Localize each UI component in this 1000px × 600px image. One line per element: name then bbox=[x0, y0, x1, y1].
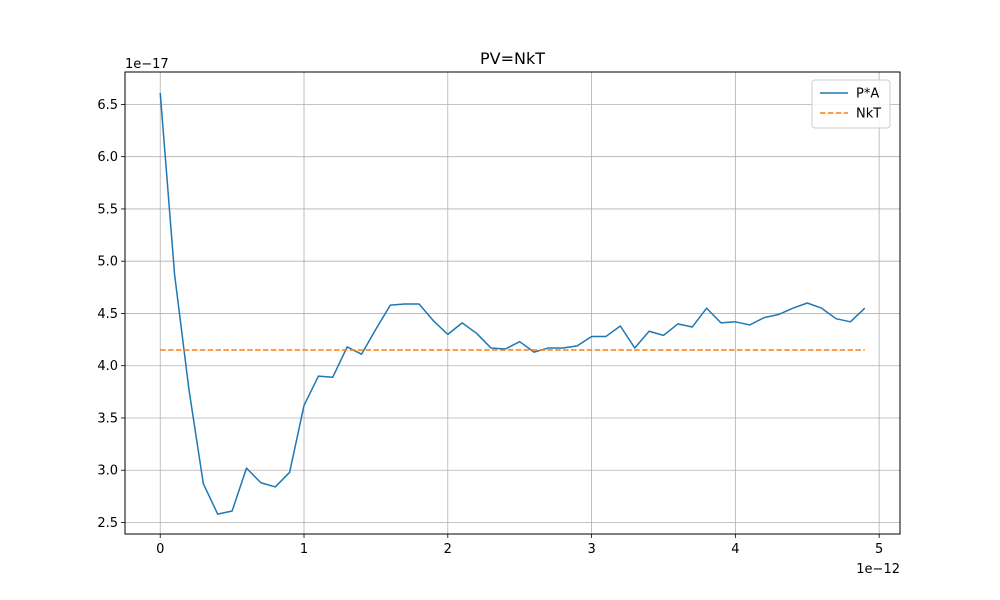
y-tick-label: 6.0 bbox=[97, 150, 118, 165]
ticks: 0 1 2 3 4 5 2.5 3.0 3.5 4.0 4.5 5.0 5.5 6.0 6.5 bbox=[97, 98, 883, 557]
y-tick-label: 4.5 bbox=[97, 307, 118, 322]
x-tick-label: 2 bbox=[444, 542, 452, 557]
plot-frame bbox=[124, 71, 901, 535]
legend-box bbox=[811, 79, 891, 129]
x-tick-label: 1 bbox=[300, 542, 308, 557]
y-tick-label: 3.5 bbox=[97, 411, 118, 426]
x-offset-label: 1e−12 bbox=[856, 562, 900, 577]
legend-label: P*A bbox=[856, 87, 879, 102]
series-line-0 bbox=[159, 92, 866, 515]
grid bbox=[125, 72, 900, 534]
y-tick-label: 6.5 bbox=[97, 98, 118, 113]
x-tick-label: 0 bbox=[156, 542, 164, 557]
y-offset-label: 1e−17 bbox=[125, 57, 169, 72]
chart-title: PV=NkT bbox=[480, 49, 545, 68]
y-tick-label: 5.5 bbox=[97, 202, 118, 217]
legend: P*A NkT bbox=[811, 79, 891, 129]
y-tick-label: 3.0 bbox=[97, 464, 118, 479]
x-tick-label: 3 bbox=[587, 542, 595, 557]
plot-area bbox=[125, 72, 900, 534]
y-tick-label: 4.0 bbox=[97, 359, 118, 374]
x-tick-label: 4 bbox=[731, 542, 739, 557]
y-tick-label: 2.5 bbox=[97, 516, 118, 531]
x-tick-label: 5 bbox=[875, 542, 883, 557]
y-tick-label: 5.0 bbox=[97, 255, 118, 270]
legend-label: NkT bbox=[856, 107, 881, 122]
series-layer bbox=[159, 92, 866, 515]
